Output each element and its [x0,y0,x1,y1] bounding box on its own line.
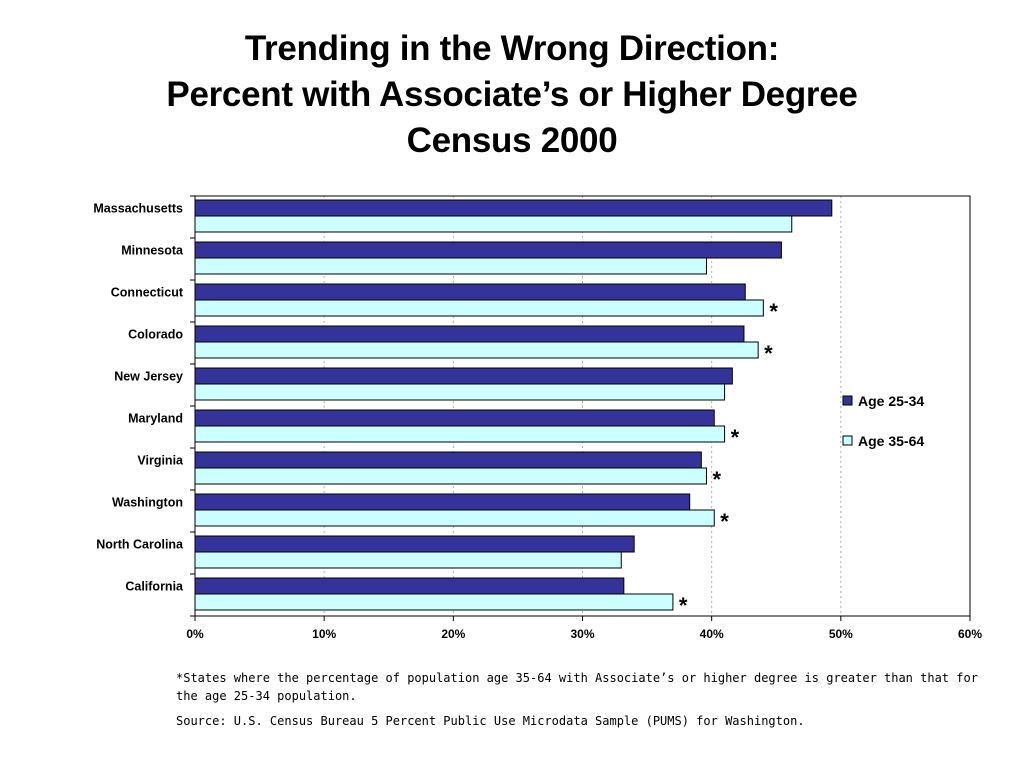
asterisk-marker: * [731,425,740,450]
category-label: Minnesota [121,244,184,258]
bar-age-25-34 [194,409,715,427]
asterisk-markers: * * * * * * [679,299,778,618]
category-label: Connecticut [111,286,184,300]
asterisk-marker: * [713,467,722,492]
title-line-3: Census 2000 [406,121,618,160]
category-label: Massachusetts [93,202,183,216]
bar-age-25-34 [194,283,746,301]
x-tick-label: 20% [441,627,465,641]
title-line-1: Trending in the Wrong Direction: [244,29,780,68]
bar-age-35-64 [194,299,764,317]
bar-age-25-34 [194,367,733,385]
bar-age-35-64 [194,341,759,359]
asterisk-marker: * [769,299,778,324]
category-labels: Massachusetts Minnesota Connecticut Colorad… [93,202,184,594]
x-tick-label: 40% [700,627,724,641]
x-axis: 0% 10% 20% 30% 40% 50% 60% [186,195,982,641]
bar-age-25-34 [194,451,702,469]
bar-age-35-64 [194,257,707,275]
x-tick-label: 30% [570,627,594,641]
bar-age-35-64 [194,467,707,485]
asterisk-marker: * [764,341,773,366]
category-label: Maryland [128,412,183,426]
legend: Age 25-34 Age 35-64 [842,393,924,449]
bar-age-35-64 [194,215,793,233]
category-label: Virginia [137,454,184,468]
category-label: Washington [112,496,183,510]
footnote: *States where the percentage of populati… [176,671,978,703]
bar-age-25-34 [194,241,782,259]
chart-title: Trending in the Wrong Direction: Percent… [0,26,1024,164]
source-note: Source: U.S. Census Bureau 5 Percent Pub… [176,714,805,728]
bar-age-35-64 [194,383,726,401]
category-label: California [125,580,184,594]
legend-swatch [842,395,853,406]
x-tick-label: 50% [829,627,853,641]
bar-age-25-34 [194,493,691,511]
bar-age-25-34 [194,577,625,595]
legend-swatch [842,435,853,446]
bar-age-35-64 [194,593,674,611]
title-line-2: Percent with Associate’s or Higher Degre… [166,75,858,114]
legend-label: Age 35-64 [858,433,924,449]
category-label: New Jersey [114,370,183,384]
bar-age-25-34 [194,535,635,553]
bar-age-35-64 [194,425,726,443]
asterisk-marker: * [679,593,688,618]
asterisk-marker: * [720,509,729,534]
x-tick-label: 10% [312,627,336,641]
bars [194,199,833,611]
category-label: North Carolina [96,538,184,552]
bar-age-25-34 [194,325,745,343]
x-tick-label: 0% [186,627,204,641]
x-tick-label: 60% [958,627,982,641]
category-label: Colorado [128,328,183,342]
bar-age-35-64 [194,551,622,569]
bar-age-25-34 [194,199,833,217]
legend-label: Age 25-34 [858,393,924,409]
bar-age-35-64 [194,509,715,527]
